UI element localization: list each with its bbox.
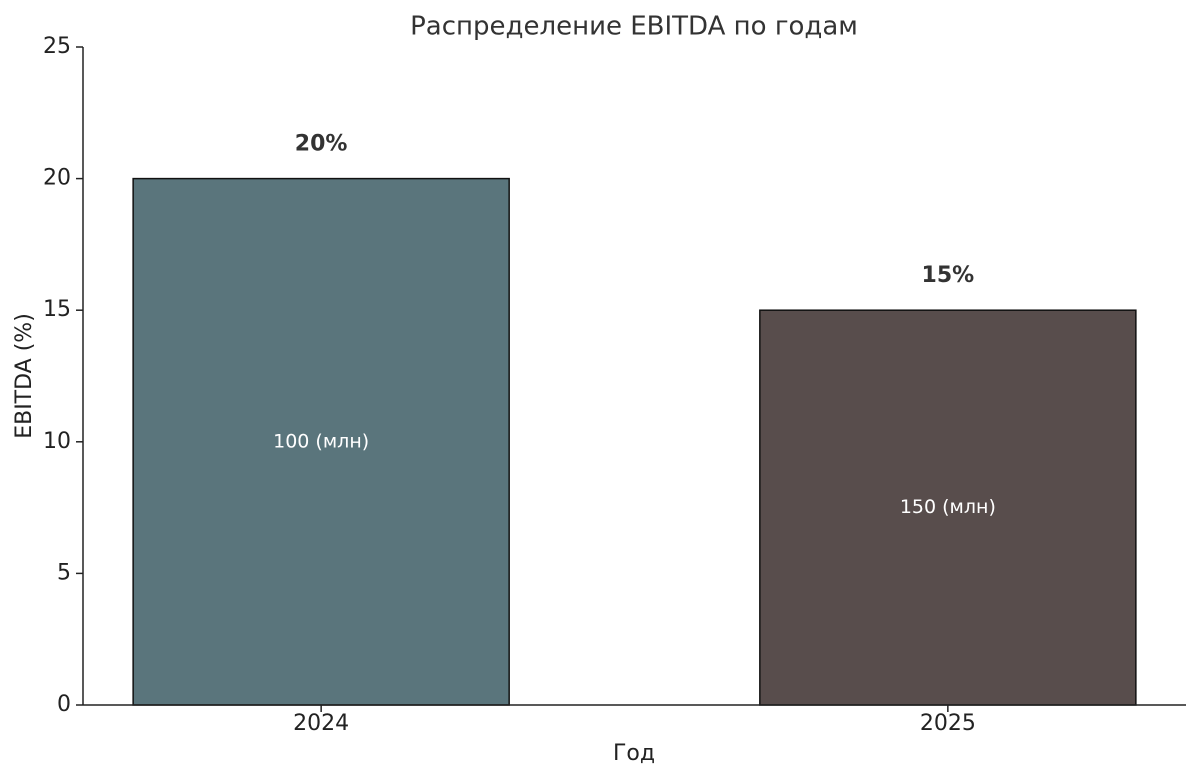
bar-annotation: 100 (млн): [273, 430, 369, 452]
y-tick-label: 0: [57, 692, 71, 717]
x-axis-label: Год: [613, 741, 655, 766]
y-tick-label: 25: [43, 34, 71, 59]
value-label: 20%: [295, 132, 348, 157]
bar-annotation: 150 (млн): [900, 496, 996, 518]
y-tick-label: 15: [43, 297, 71, 322]
y-tick-label: 20: [43, 166, 71, 191]
value-label: 15%: [922, 263, 975, 288]
y-tick-label: 5: [57, 560, 71, 585]
y-axis-label: EBITDA (%): [12, 313, 37, 439]
y-tick-label: 10: [43, 429, 71, 454]
x-tick-label: 2024: [293, 711, 349, 736]
chart-title: Распределение EBITDA по годам: [410, 12, 858, 42]
bar: [132, 177, 510, 706]
bar: [759, 309, 1137, 706]
x-tick-label: 2025: [920, 711, 976, 736]
